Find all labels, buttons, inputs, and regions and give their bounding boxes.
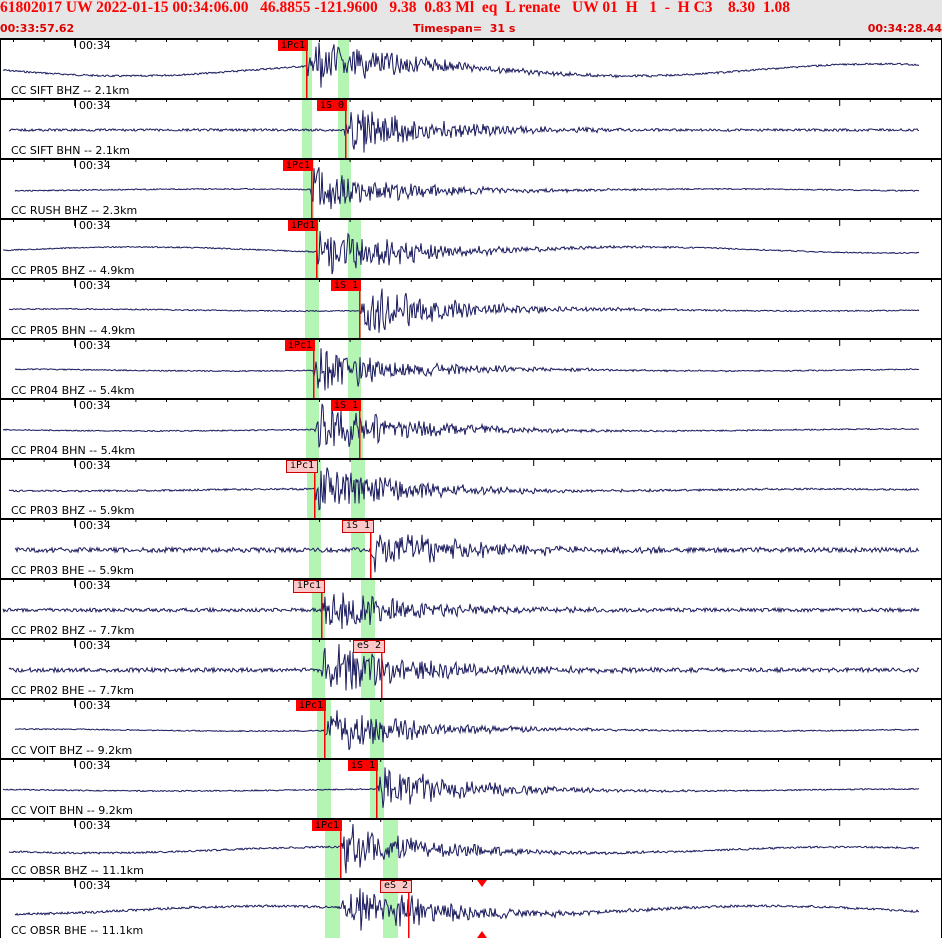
coda-marker-icon[interactable] xyxy=(477,880,487,887)
seismogram-trace xyxy=(14,534,920,573)
phase-pick-tag[interactable]: iPc1 xyxy=(293,580,326,593)
coda-marker-icon[interactable] xyxy=(477,931,487,938)
seismogram-trace xyxy=(2,42,920,88)
seismogram-trace xyxy=(8,288,920,333)
waveform-panel[interactable]: 00:34 CC PR02 BHZ -- 7.7km iPc1 xyxy=(1,578,942,638)
channel-label: CC SIFT BHN -- 2.1km xyxy=(11,144,130,157)
start-time: 00:33:57.62 xyxy=(0,22,75,35)
minute-marker-label: 00:34 xyxy=(79,219,111,232)
phase-pick-tag[interactable]: iPc1 xyxy=(296,700,327,711)
pick-line[interactable] xyxy=(381,640,383,698)
waveform-panel[interactable]: 00:34 CC PR02 BHE -- 7.7km eS 2 xyxy=(1,638,942,698)
seismogram-trace xyxy=(14,348,920,391)
channel-label: CC PR05 BHN -- 4.9km xyxy=(11,324,136,337)
phase-pick-tag[interactable]: iS 0 xyxy=(317,100,348,111)
waveform-panels[interactable]: 00:34 CC SIFT BHZ -- 2.1km iPc1 00:34 CC SIF… xyxy=(0,38,942,938)
phase-pick-tag[interactable]: iPc1 xyxy=(278,40,309,51)
event-header: 61802017 UW 2022-01-15 00:34:06.00 46.88… xyxy=(0,0,942,38)
seismogram-trace xyxy=(14,710,920,751)
minute-marker-label: 00:34 xyxy=(79,879,111,892)
channel-label: CC PR04 BHN -- 5.4km xyxy=(11,444,136,457)
minute-marker-label: 00:34 xyxy=(79,579,111,592)
phase-pick-tag[interactable]: iS 1 xyxy=(331,400,362,411)
seismogram-trace xyxy=(14,888,920,931)
channel-label: CC PR05 BHZ -- 4.9km xyxy=(11,264,135,277)
channel-label: CC VOIT BHZ -- 9.2km xyxy=(11,744,133,757)
phase-pick-tag[interactable]: iPc1 xyxy=(285,340,316,351)
seismogram-trace xyxy=(2,767,920,808)
waveform-panel[interactable]: 00:34 CC OBSR BHZ -- 11.1km iPc1 xyxy=(1,818,942,878)
waveform-panel[interactable]: 00:34 CC VOIT BHN -- 9.2km iS 1 xyxy=(1,758,942,818)
seismogram-trace xyxy=(2,592,920,630)
phase-pick-tag[interactable]: iS 1 xyxy=(348,760,379,771)
pick-line[interactable] xyxy=(306,40,308,98)
waveform-panel[interactable]: 00:34 CC VOIT BHZ -- 9.2km iPc1 xyxy=(1,698,942,758)
phase-pick-tag[interactable]: eS 2 xyxy=(353,640,386,653)
pick-line[interactable] xyxy=(340,820,342,878)
minute-marker-label: 00:34 xyxy=(79,339,111,352)
seismogram-trace xyxy=(14,167,920,210)
channel-label: CC PR04 BHZ -- 5.4km xyxy=(11,384,135,397)
waveform-panel[interactable]: 00:34 CC PR03 BHE -- 5.9km iS 1 xyxy=(1,518,942,578)
pick-line[interactable] xyxy=(345,100,347,158)
minute-marker-label: 00:34 xyxy=(79,159,111,172)
pick-line[interactable] xyxy=(324,700,326,758)
waveform-panel[interactable]: 00:34 CC SIFT BHN -- 2.1km iS 0 xyxy=(1,98,942,158)
pick-line[interactable] xyxy=(311,160,313,218)
phase-pick-tag[interactable]: iPc1 xyxy=(283,160,314,171)
channel-label: CC OBSR BHE -- 11.1km xyxy=(11,924,144,937)
channel-label: CC PR03 BHZ -- 5.9km xyxy=(11,504,135,517)
seismogram-trace xyxy=(2,403,919,448)
phase-pick-tag[interactable]: iS 1 xyxy=(342,520,375,533)
pick-line[interactable] xyxy=(316,220,318,278)
seismogram-trace xyxy=(8,467,920,511)
minute-marker-label: 00:34 xyxy=(79,819,111,832)
seismogram-trace xyxy=(8,644,920,691)
timespan-label: Timespan= 31 s xyxy=(413,22,516,35)
waveform-panel[interactable]: 00:34 CC RUSH BHZ -- 2.3km iPc1 xyxy=(1,158,942,218)
channel-label: CC OBSR BHZ -- 11.1km xyxy=(11,864,144,877)
channel-label: CC RUSH BHZ -- 2.3km xyxy=(11,204,138,217)
pick-line[interactable] xyxy=(370,520,372,578)
minute-marker-label: 00:34 xyxy=(79,399,111,412)
phase-pick-tag[interactable]: iPc1 xyxy=(312,820,343,831)
waveform-panel[interactable]: 00:34 CC PR05 BHN -- 4.9km iS 1 xyxy=(1,278,942,338)
minute-marker-label: 00:34 xyxy=(79,279,111,292)
pick-line[interactable] xyxy=(359,400,361,458)
pick-line[interactable] xyxy=(321,580,323,638)
minute-marker-label: 00:34 xyxy=(79,39,111,52)
minute-marker-label: 00:34 xyxy=(79,519,111,532)
waveform-panel[interactable]: 00:34 CC PR04 BHZ -- 5.4km iPc1 xyxy=(1,338,942,398)
minute-marker-label: 00:34 xyxy=(79,699,111,712)
seismogram-trace xyxy=(2,230,920,275)
pick-line[interactable] xyxy=(313,340,315,398)
minute-marker-label: 00:34 xyxy=(79,759,111,772)
waveform-panel[interactable]: 00:34 CC PR05 BHZ -- 4.9km iPd1 xyxy=(1,218,942,278)
channel-label: CC PR03 BHE -- 5.9km xyxy=(11,564,134,577)
seismogram-trace xyxy=(9,110,920,153)
pick-line[interactable] xyxy=(408,880,410,938)
minute-marker-label: 00:34 xyxy=(79,99,111,112)
phase-pick-tag[interactable]: iPc1 xyxy=(286,460,319,473)
end-time: 00:34:28.44 xyxy=(867,22,942,35)
waveform-panel[interactable]: 00:34 CC OBSR BHE -- 11.1km eS 2 xyxy=(1,878,942,938)
channel-label: CC PR02 BHE -- 7.7km xyxy=(11,684,134,697)
seismogram-trace xyxy=(8,824,920,874)
minute-marker-label: 00:34 xyxy=(79,639,111,652)
pick-line[interactable] xyxy=(376,760,378,818)
waveform-panel[interactable]: 00:34 CC PR03 BHZ -- 5.9km iPc1 xyxy=(1,458,942,518)
pick-line[interactable] xyxy=(314,460,316,518)
channel-label: CC VOIT BHN -- 9.2km xyxy=(11,804,133,817)
waveform-panel[interactable]: 00:34 CC SIFT BHZ -- 2.1km iPc1 xyxy=(1,38,942,98)
phase-pick-tag[interactable]: eS 2 xyxy=(380,880,413,893)
minute-marker-label: 00:34 xyxy=(79,459,111,472)
pick-line[interactable] xyxy=(359,280,361,338)
channel-label: CC PR02 BHZ -- 7.7km xyxy=(11,624,135,637)
waveform-panel[interactable]: 00:34 CC PR04 BHN -- 5.4km iS 1 xyxy=(1,398,942,458)
phase-pick-tag[interactable]: iS 1 xyxy=(331,280,362,291)
phase-pick-tag[interactable]: iPd1 xyxy=(288,220,319,231)
event-summary-title: 61802017 UW 2022-01-15 00:34:06.00 46.88… xyxy=(0,0,791,16)
channel-label: CC SIFT BHZ -- 2.1km xyxy=(11,84,130,97)
